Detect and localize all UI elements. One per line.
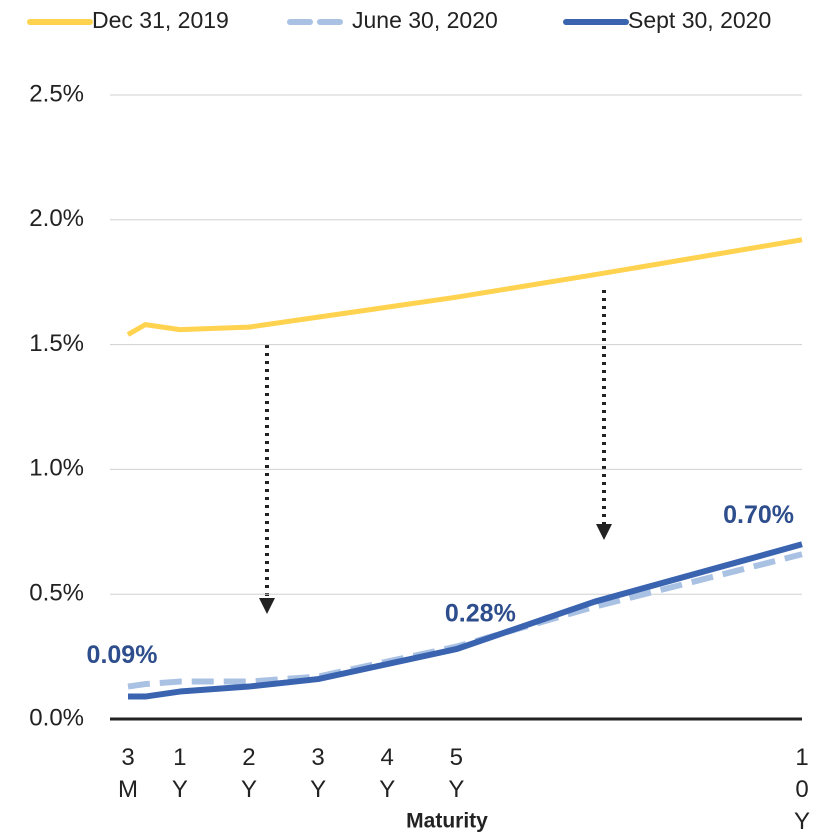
legend-label: Dec 31, 2019: [92, 7, 229, 33]
y-tick-label: 2.0%: [29, 205, 84, 232]
x-tick-label: 2 Y: [240, 744, 257, 803]
data-label: 0.70%: [723, 501, 794, 529]
data-label: 0.09%: [87, 641, 158, 669]
x-tick-label: 3 Y: [310, 744, 327, 803]
x-tick-label: 4 Y: [379, 744, 396, 803]
series-line: [128, 541, 803, 700]
arrow-head: [259, 598, 275, 614]
y-tick-label: 0.0%: [29, 704, 84, 731]
legend-label: June 30, 2020: [352, 7, 498, 33]
data-label: 0.28%: [445, 600, 516, 628]
x-tick-label: 10 Y: [793, 744, 810, 835]
arrow-head: [596, 524, 612, 540]
y-tick-label: 2.5%: [29, 80, 84, 107]
x-axis-title: Maturity: [406, 810, 488, 833]
y-tick-label: 1.5%: [29, 330, 84, 357]
arrows: [265, 290, 606, 598]
x-tick-label: 5 Y: [448, 744, 465, 803]
legend-label: Sept 30, 2020: [628, 7, 771, 33]
series-line: [127, 551, 803, 690]
x-tick-label: 1 Y: [171, 744, 188, 803]
x-tick-label: 3 M: [118, 744, 138, 803]
y-tick-label: 0.5%: [29, 580, 84, 607]
y-tick-label: 1.0%: [29, 455, 84, 482]
series-line: [126, 237, 803, 337]
